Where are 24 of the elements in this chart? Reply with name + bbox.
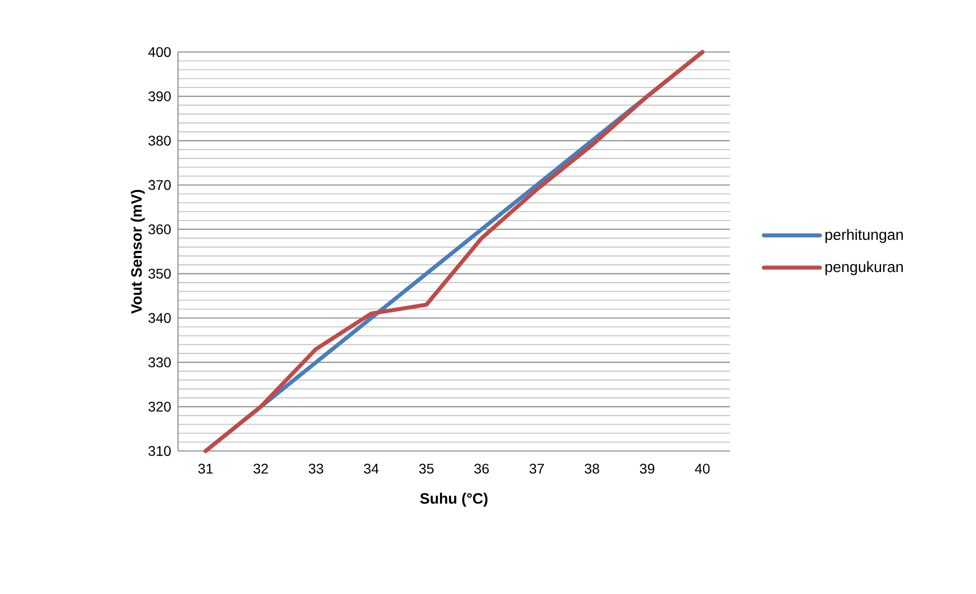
y-tick-label: 360 bbox=[148, 224, 171, 234]
y-tick-label: 350 bbox=[148, 268, 171, 279]
x-tick-label: 38 bbox=[584, 464, 600, 474]
legend-label: perhitungan bbox=[826, 228, 903, 243]
x-tick-label: 31 bbox=[198, 464, 213, 474]
y-tick-label: 400 bbox=[148, 47, 171, 57]
y-tick-label: 310 bbox=[148, 446, 171, 456]
y-axis-title: Vout Sensor (mV) bbox=[130, 190, 145, 314]
x-tick-label: 37 bbox=[530, 464, 544, 474]
y-tick-label: 340 bbox=[148, 313, 171, 323]
y-tick-label: 390 bbox=[148, 91, 171, 102]
x-tick-label: 33 bbox=[308, 464, 324, 474]
x-axis-title: Suhu (°C) bbox=[420, 492, 488, 507]
x-tick-label: 34 bbox=[364, 464, 379, 474]
x-tick-label: 32 bbox=[254, 464, 268, 474]
x-tick-label: 40 bbox=[694, 464, 710, 474]
y-tick-label: 330 bbox=[148, 357, 171, 368]
y-tick-label: 380 bbox=[148, 136, 171, 146]
x-tick-label: 39 bbox=[640, 464, 654, 474]
y-tick-label: 320 bbox=[148, 402, 171, 412]
x-tick-label: 36 bbox=[474, 464, 489, 474]
y-tick-label: 370 bbox=[148, 180, 171, 190]
legend-label: pengukuran bbox=[826, 261, 903, 276]
x-tick-label: 35 bbox=[419, 464, 434, 474]
